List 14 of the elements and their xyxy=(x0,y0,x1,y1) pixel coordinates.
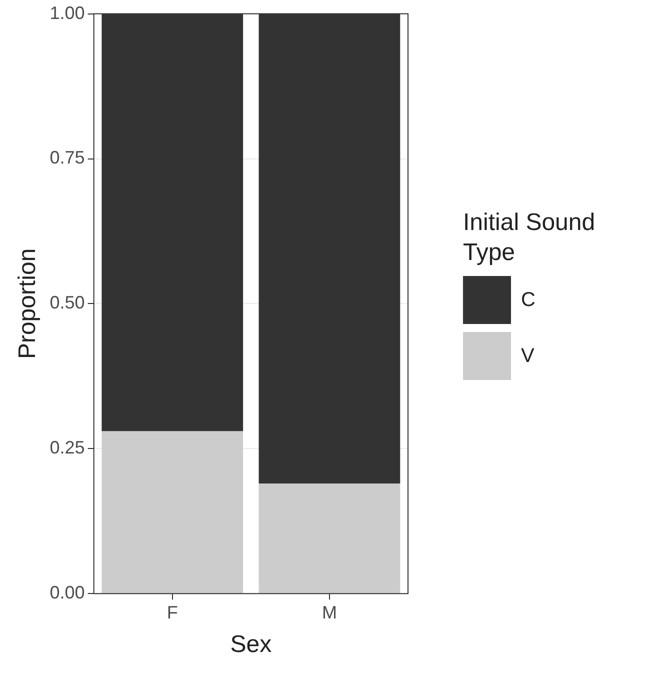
bar xyxy=(258,483,400,594)
y-axis-title: Proportion xyxy=(14,248,42,360)
bar xyxy=(102,431,244,594)
y-tick-label: 0.50 xyxy=(50,292,85,313)
y-tick-label: 0.25 xyxy=(50,438,85,458)
y-tick-label: 0.75 xyxy=(50,148,85,168)
y-tick-label: 1.00 xyxy=(50,2,85,23)
x-axis-title: Sex xyxy=(230,631,272,658)
legend-label: V xyxy=(521,344,534,368)
y-tick-label: 0.00 xyxy=(50,582,85,603)
x-tick-label: F xyxy=(166,602,178,622)
x-tick-label: M xyxy=(322,602,337,622)
legend-label: C xyxy=(521,288,536,312)
legend-title: Initial Sound Type xyxy=(463,208,596,268)
